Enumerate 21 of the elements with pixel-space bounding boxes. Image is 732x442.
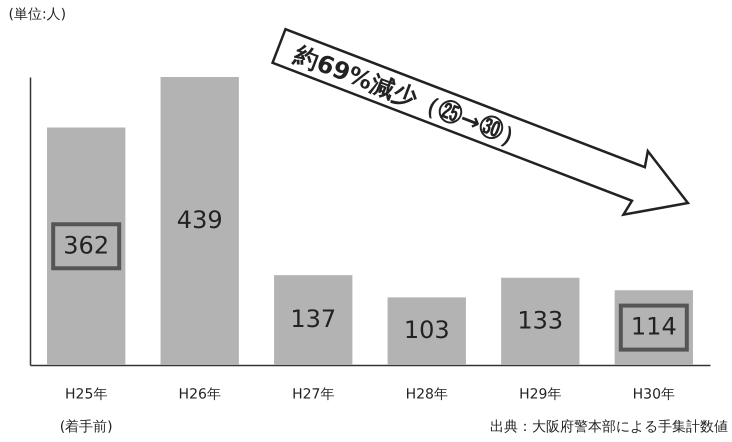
x-tick-label: H26年 [178, 386, 221, 402]
data-label: 362 [63, 231, 110, 260]
bar [160, 77, 239, 365]
data-label: 103 [404, 316, 450, 344]
data-label: 439 [176, 206, 223, 234]
annotation: 約69%減少（㉕→㉚） [289, 40, 530, 154]
x-tick-label: H25年 [65, 386, 108, 402]
bar [47, 128, 126, 365]
x-tick-label: H30年 [632, 386, 675, 402]
data-label: 137 [290, 305, 336, 334]
x-tick-label: H27年 [292, 386, 334, 402]
data-label: 133 [517, 306, 564, 334]
bar [388, 297, 466, 365]
y-axis-title: (単位:人) [8, 6, 66, 22]
bar [501, 278, 580, 365]
x-tick-label: H28年 [406, 386, 448, 402]
bar [274, 275, 352, 365]
x-tick-label: H29年 [519, 386, 562, 402]
text: (着手前) [60, 418, 113, 436]
data-label: 114 [630, 312, 677, 341]
source-note: 出典：大阪府警本部による手集計数値 [490, 418, 728, 436]
